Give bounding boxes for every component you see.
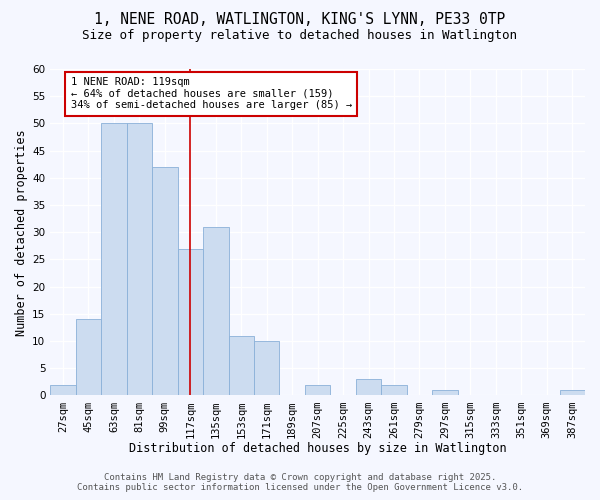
- Bar: [152, 167, 178, 396]
- Text: Contains HM Land Registry data © Crown copyright and database right 2025.
Contai: Contains HM Land Registry data © Crown c…: [77, 473, 523, 492]
- Y-axis label: Number of detached properties: Number of detached properties: [15, 129, 28, 336]
- Bar: [356, 379, 381, 396]
- Bar: [101, 124, 127, 396]
- Text: 1 NENE ROAD: 119sqm
← 64% of detached houses are smaller (159)
34% of semi-detac: 1 NENE ROAD: 119sqm ← 64% of detached ho…: [71, 77, 352, 110]
- Bar: [305, 384, 331, 396]
- Bar: [381, 384, 407, 396]
- Bar: [203, 227, 229, 396]
- Text: Size of property relative to detached houses in Watlington: Size of property relative to detached ho…: [83, 29, 517, 42]
- Bar: [432, 390, 458, 396]
- Bar: [50, 384, 76, 396]
- Text: 1, NENE ROAD, WATLINGTON, KING'S LYNN, PE33 0TP: 1, NENE ROAD, WATLINGTON, KING'S LYNN, P…: [94, 12, 506, 28]
- Bar: [229, 336, 254, 396]
- X-axis label: Distribution of detached houses by size in Watlington: Distribution of detached houses by size …: [129, 442, 506, 455]
- Bar: [76, 320, 101, 396]
- Bar: [178, 248, 203, 396]
- Bar: [254, 341, 280, 396]
- Bar: [560, 390, 585, 396]
- Bar: [127, 124, 152, 396]
